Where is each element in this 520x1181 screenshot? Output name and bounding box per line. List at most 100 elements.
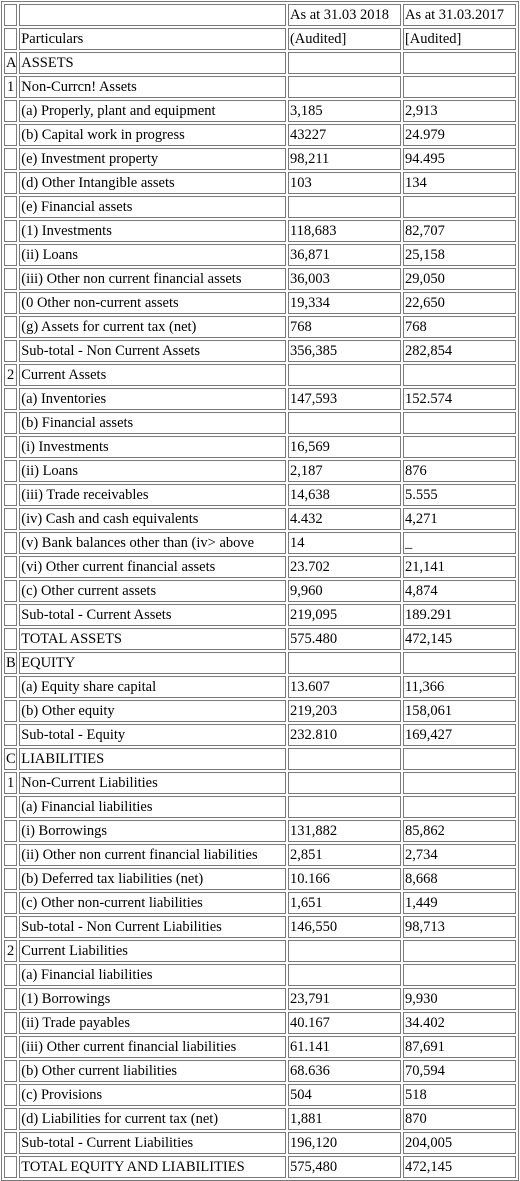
row-label-cell: (0 Other non-current assets	[19, 292, 286, 314]
balance-sheet-body: As at 31.03 2018 As at 31.03.2017 Partic…	[4, 4, 516, 1178]
table-row: (a) Financial liabilities	[4, 796, 516, 818]
value-2018-cell: 1,651	[287, 892, 401, 914]
table-row: TOTAL EQUITY AND LIABILITIES 575,480 472,1…	[4, 1156, 516, 1178]
value-2018-cell: 103	[287, 172, 401, 194]
value-2017-cell: 870	[402, 1108, 516, 1130]
row-index-cell	[4, 412, 18, 434]
row-label-cell: Sub-total - Non Current Assets	[19, 340, 286, 362]
row-label-cell: (b) Capital work in progress	[19, 124, 286, 146]
table-row: (a) Properly, plant and equipment 3,185 2,…	[4, 100, 516, 122]
row-index-cell	[4, 100, 18, 122]
value-2017-cell: 5.555	[402, 484, 516, 506]
row-index-cell	[4, 844, 18, 866]
value-2018-cell	[287, 652, 401, 674]
value-2018-cell: 43227	[287, 124, 401, 146]
value-2017-cell: 2,913	[402, 100, 516, 122]
row-label-cell: (a) Properly, plant and equipment	[19, 100, 286, 122]
row-index-cell	[4, 244, 18, 266]
table-row: (b) Financial assets	[4, 412, 516, 434]
row-index-cell	[4, 268, 18, 290]
row-label-cell: TOTAL ASSETS	[19, 628, 286, 650]
value-2017-cell: 1,449	[402, 892, 516, 914]
table-row: (iii) Other non current financial assets…	[4, 268, 516, 290]
row-label-cell: EQUITY	[19, 652, 286, 674]
row-index-cell	[4, 508, 18, 530]
value-2018-cell	[287, 772, 401, 794]
table-row: (c) Provisions 504 518	[4, 1084, 516, 1106]
row-label-cell: (vi) Other current financial assets	[19, 556, 286, 578]
value-2017-cell: 11,366	[402, 676, 516, 698]
row-label-cell: Sub-total - Current Assets	[19, 604, 286, 626]
row-index-cell	[4, 580, 18, 602]
value-2017-cell: 85,862	[402, 820, 516, 842]
row-label-cell: (i) Borrowings	[19, 820, 286, 842]
column-header-2017: As at 31.03.2017	[402, 4, 516, 26]
value-2017-cell: 189.291	[402, 604, 516, 626]
row-label-cell: (b) Deferred tax liabilities (net)	[19, 868, 286, 890]
table-row: (i) Investments 16,569	[4, 436, 516, 458]
row-index-cell	[4, 196, 18, 218]
value-2017-cell: 768	[402, 316, 516, 338]
row-label-cell: (1) Investments	[19, 220, 286, 242]
row-index-cell	[4, 964, 18, 986]
row-index-cell	[4, 724, 18, 746]
value-2018-cell	[287, 412, 401, 434]
table-row: (b) Deferred tax liabilities (net) 10.166…	[4, 868, 516, 890]
table-row: Sub-total - Current Liabilities 196,120 20…	[4, 1132, 516, 1154]
row-label-cell: (d) Liabilities for current tax (net)	[19, 1108, 286, 1130]
row-label-cell: (d) Other Intangible assets	[19, 172, 286, 194]
value-2018-cell: 14	[287, 532, 401, 554]
value-2018-cell: 23,791	[287, 988, 401, 1010]
column-header-2018: As at 31.03 2018	[287, 4, 401, 26]
row-index-cell	[4, 700, 18, 722]
row-index-cell	[4, 604, 18, 626]
row-index-cell	[4, 1036, 18, 1058]
row-index-cell	[4, 316, 18, 338]
value-2018-cell: 232.810	[287, 724, 401, 746]
table-row: Sub-total - Equity 232.810 169,427	[4, 724, 516, 746]
value-2018-cell: 219,203	[287, 700, 401, 722]
row-index-cell	[4, 340, 18, 362]
row-index-cell	[4, 220, 18, 242]
value-2017-cell	[402, 748, 516, 770]
row-label-cell: (a) Equity share capital	[19, 676, 286, 698]
table-row: (vi) Other current financial assets 23.70…	[4, 556, 516, 578]
value-2017-cell: 25,158	[402, 244, 516, 266]
value-2018-cell: 2,851	[287, 844, 401, 866]
table-row: A ASSETS	[4, 52, 516, 74]
row-label-cell: (g) Assets for current tax (net)	[19, 316, 286, 338]
row-index-cell	[4, 388, 18, 410]
row-index-cell	[4, 676, 18, 698]
value-2018-cell: 40.167	[287, 1012, 401, 1034]
value-2018-cell	[287, 76, 401, 98]
row-index-cell	[4, 484, 18, 506]
row-label-cell: (ii) Other non current financial liabili…	[19, 844, 286, 866]
value-2017-cell: 4,271	[402, 508, 516, 530]
value-2017-cell: 82,707	[402, 220, 516, 242]
value-2018-cell: 23.702	[287, 556, 401, 578]
row-label-cell: (c) Other non-current liabilities	[19, 892, 286, 914]
table-row: (0 Other non-current assets 19,334 22,650	[4, 292, 516, 314]
value-2017-cell	[402, 652, 516, 674]
value-2017-cell	[402, 436, 516, 458]
row-index-cell	[4, 1084, 18, 1106]
row-label-cell: (c) Other current assets	[19, 580, 286, 602]
value-2018-cell	[287, 196, 401, 218]
row-index-cell	[4, 868, 18, 890]
value-2018-cell: 504	[287, 1084, 401, 1106]
table-row: (ii) Loans 2,187 876	[4, 460, 516, 482]
row-label-cell: (a) Financial liabilities	[19, 964, 286, 986]
value-2018-cell: 768	[287, 316, 401, 338]
value-2017-cell: 87,691	[402, 1036, 516, 1058]
value-2017-cell: 70,594	[402, 1060, 516, 1082]
value-2018-cell: 2,187	[287, 460, 401, 482]
table-row: (iii) Other current financial liabilitie…	[4, 1036, 516, 1058]
value-2017-cell	[402, 796, 516, 818]
row-label-cell: (i) Investments	[19, 436, 286, 458]
table-row: (1) Borrowings 23,791 9,930	[4, 988, 516, 1010]
value-2018-cell	[287, 796, 401, 818]
column-subheader-2018: (Audited]	[287, 28, 401, 50]
row-index-cell	[4, 820, 18, 842]
row-label-cell: (ii) Loans	[19, 244, 286, 266]
table-row: (ii) Loans 36,871 25,158	[4, 244, 516, 266]
